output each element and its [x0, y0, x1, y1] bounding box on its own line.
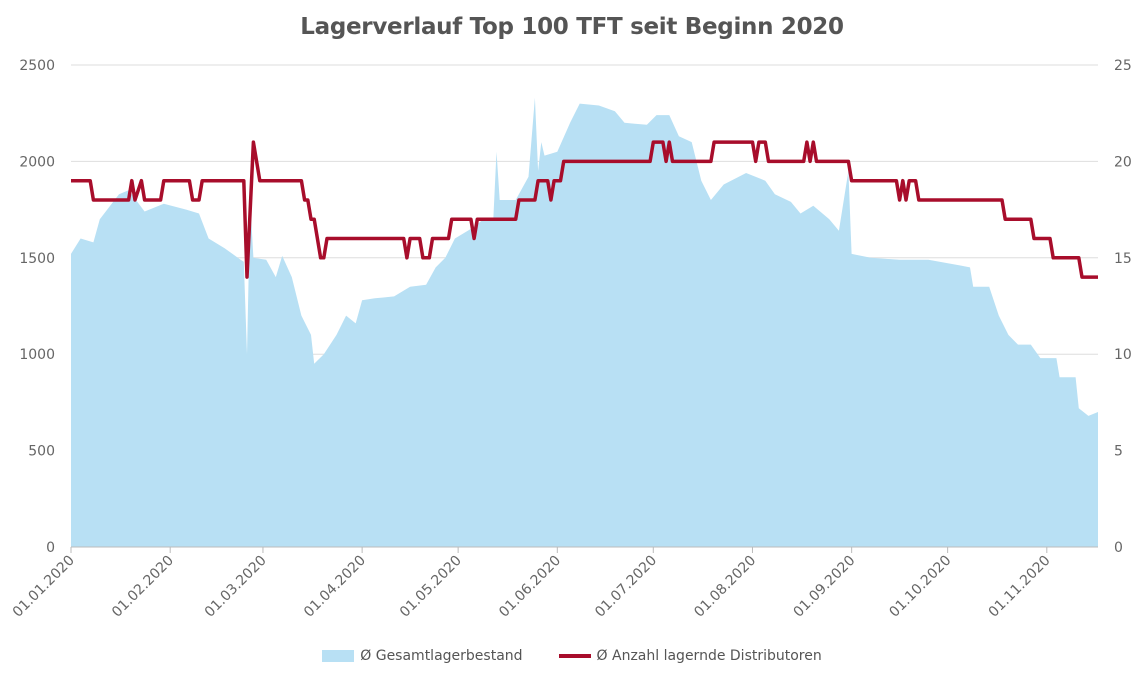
series-line-distributoren	[71, 140, 1098, 279]
y-left-tick-label: 1000	[19, 347, 55, 363]
x-tick-label: 01.08.2020	[691, 553, 759, 621]
y-right-tick-label: 0	[1114, 540, 1123, 556]
x-tick-label: 01.03.2020	[202, 553, 270, 621]
legend-item-area[interactable]: Ø Gesamtlagerbestand	[322, 648, 523, 664]
x-tick-label: 01.07.2020	[592, 553, 660, 621]
x-tick-label: 01.10.2020	[886, 553, 954, 621]
legend-label-line: Ø Anzahl lagernde Distributoren	[596, 648, 822, 664]
x-tick-label: 01.09.2020	[790, 553, 858, 621]
x-tick-label: 01.04.2020	[301, 553, 369, 621]
legend-item-line[interactable]: Ø Anzahl lagernde Distributoren	[558, 648, 822, 664]
y-left-tick-label: 1500	[19, 251, 55, 267]
legend-label-area: Ø Gesamtlagerbestand	[360, 648, 523, 664]
y-left-tick-label: 500	[28, 444, 55, 460]
y-right-tick-label: 10	[1114, 347, 1132, 363]
legend-swatch-area	[322, 650, 355, 662]
legend-swatch-line	[558, 654, 591, 658]
x-tick-label: 01.05.2020	[397, 553, 465, 621]
y-right-tick-label: 20	[1114, 154, 1132, 170]
y-right-tick-label: 25	[1114, 58, 1132, 74]
y-left-tick-label: 2500	[19, 58, 55, 74]
series-area-gesamtlagerbestand	[71, 97, 1098, 548]
y-left-tick-label: 2000	[19, 154, 55, 170]
legend: Ø Gesamtlagerbestand Ø Anzahl lagernde D…	[0, 648, 1144, 664]
chart-title: Lagerverlauf Top 100 TFT seit Beginn 202…	[300, 14, 844, 40]
y-right-tick-label: 5	[1114, 444, 1123, 460]
x-tick-label: 01.01.2020	[10, 553, 78, 621]
y-right-tick-label: 15	[1114, 251, 1132, 267]
y-left-tick-label: 0	[46, 540, 55, 556]
x-tick-label: 01.11.2020	[986, 553, 1054, 621]
x-tick-label: 01.06.2020	[496, 553, 564, 621]
x-tick-label: 01.02.2020	[109, 553, 177, 621]
